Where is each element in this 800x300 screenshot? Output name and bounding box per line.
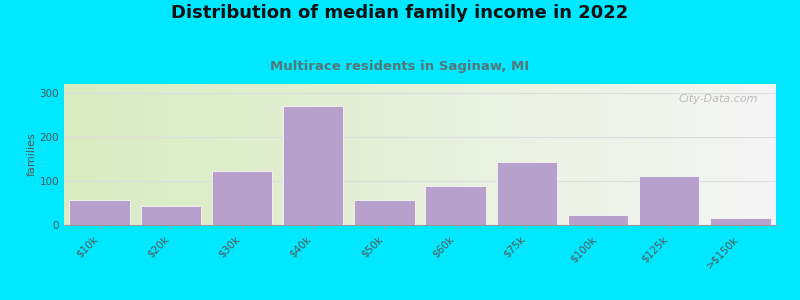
Bar (283, 106, 343, 225)
Bar (710, 218, 770, 225)
Text: Distribution of median family income in 2022: Distribution of median family income in … (171, 4, 629, 22)
Bar (639, 176, 699, 225)
Bar (70, 200, 130, 225)
Bar (426, 186, 486, 225)
Text: Multirace residents in Saginaw, MI: Multirace residents in Saginaw, MI (270, 60, 530, 73)
Bar (141, 206, 201, 225)
Bar (497, 162, 557, 225)
Y-axis label: families: families (26, 133, 37, 176)
Bar (568, 215, 628, 225)
Text: City-Data.com: City-Data.com (678, 94, 758, 104)
Bar (212, 171, 272, 225)
Bar (354, 200, 414, 225)
